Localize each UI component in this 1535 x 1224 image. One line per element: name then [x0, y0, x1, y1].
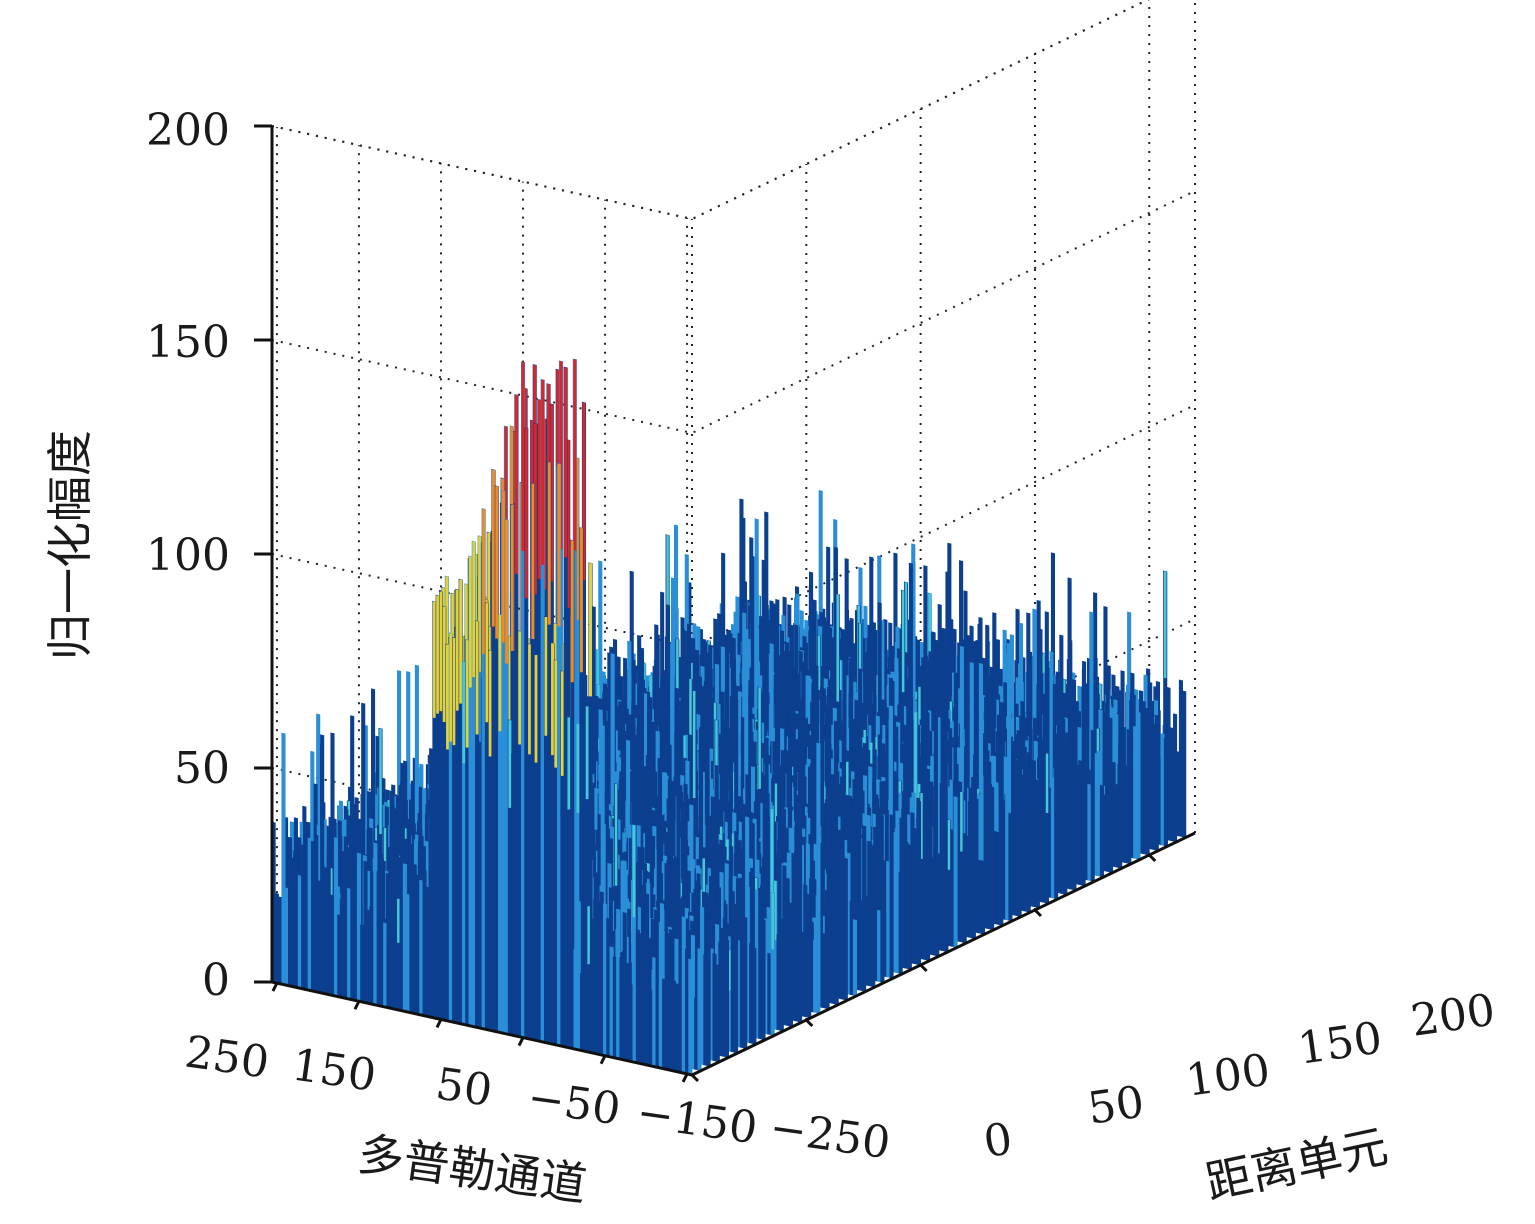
- bar: [1142, 726, 1147, 855]
- bar: [916, 800, 922, 966]
- bar: [941, 801, 946, 952]
- bar: [926, 795, 931, 962]
- bar: [886, 860, 891, 978]
- bar: [968, 787, 973, 939]
- bar: [1124, 764, 1129, 864]
- bar: [904, 841, 909, 970]
- grid-line: [271, 0, 1150, 221]
- bar: [1173, 713, 1178, 843]
- bar: [1163, 738, 1168, 847]
- bar: [1114, 783, 1119, 868]
- bar: [1026, 752, 1031, 913]
- bar: [1160, 733, 1165, 846]
- bar: [898, 872, 903, 975]
- bar: [935, 855, 940, 957]
- bar: [1087, 783, 1092, 882]
- bar: [1133, 725, 1138, 860]
- bar: [1050, 776, 1055, 899]
- bar: [1151, 723, 1156, 851]
- bar: [980, 860, 986, 935]
- bar: [1169, 727, 1174, 842]
- bar: [849, 900, 854, 996]
- bar: [895, 810, 900, 974]
- bar: [907, 844, 912, 970]
- bar: [1014, 827, 1019, 917]
- bar: [1178, 679, 1183, 838]
- bar: [1145, 726, 1150, 856]
- bar: [1136, 711, 1141, 860]
- bar: [1081, 769, 1086, 887]
- bar: [931, 862, 937, 956]
- bar: [1182, 690, 1187, 838]
- bar: [1127, 735, 1132, 865]
- bar: [999, 808, 1004, 926]
- bar-field: [271, 358, 1187, 1076]
- bar: [862, 825, 867, 992]
- bar: [1096, 750, 1101, 877]
- bar: [986, 785, 991, 930]
- grid-line: [271, 0, 1150, 221]
- bar: [977, 859, 982, 934]
- bar: [877, 909, 882, 983]
- bar: [995, 831, 1001, 926]
- bar: [971, 812, 976, 940]
- bar: [858, 899, 863, 992]
- bar: [1154, 714, 1159, 852]
- bar: [944, 877, 949, 953]
- bar: [913, 827, 918, 965]
- bar: [1090, 729, 1095, 882]
- bar: [1105, 680, 1110, 873]
- grid-line: [271, 404, 1196, 649]
- bar: [1118, 743, 1123, 869]
- bar: [990, 786, 995, 931]
- bar: [880, 862, 885, 984]
- bar: [889, 814, 894, 979]
- bar: [852, 919, 858, 997]
- bar: [1005, 793, 1010, 921]
- bar: [1063, 767, 1068, 896]
- bar: [1109, 796, 1114, 874]
- bar: [962, 832, 967, 944]
- bar: [1069, 794, 1074, 890]
- bar: [1099, 784, 1104, 878]
- grid-line: [271, 190, 1196, 435]
- bar: [1035, 779, 1040, 909]
- bar: [950, 828, 955, 948]
- bar: [1054, 732, 1059, 900]
- bar: [1023, 768, 1028, 912]
- bar: [1078, 760, 1083, 886]
- bar: [1041, 809, 1046, 904]
- bar: [867, 849, 873, 987]
- bar: [953, 796, 958, 948]
- bar: [922, 707, 927, 961]
- bar: [1032, 783, 1037, 908]
- bar: [1060, 794, 1065, 895]
- bar: [1008, 812, 1013, 922]
- bar: [1017, 803, 1022, 918]
- bar: [1072, 815, 1077, 891]
- bar: [871, 845, 876, 988]
